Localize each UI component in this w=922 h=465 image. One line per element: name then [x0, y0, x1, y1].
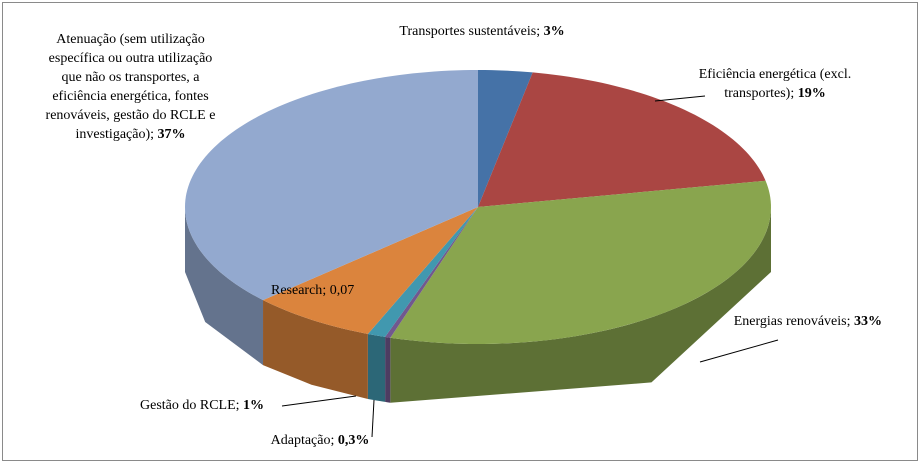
slice — [185, 70, 478, 301]
category-name: Transportes sustentáveis — [399, 24, 537, 39]
category-name: Energias renováveis — [733, 314, 847, 329]
category-name: Adaptação — [270, 433, 331, 448]
category-name: Eficiência energética (excl. transportes… — [698, 67, 852, 101]
value-label: 19% — [797, 86, 826, 101]
slice — [390, 180, 771, 344]
slice — [385, 207, 478, 338]
value-label: 0,3% — [337, 433, 370, 448]
value-label: 0,07 — [329, 283, 355, 298]
slice-label: Gestão do RCLE 1% — [140, 396, 300, 415]
value-label: 37% — [157, 127, 186, 142]
slice-label: Energias renováveis 33% — [730, 312, 882, 331]
category-name: Gestão do RCLE — [140, 398, 236, 413]
slice-label: Adaptação 0,3% — [240, 431, 400, 450]
slice — [478, 70, 533, 207]
value-label: 33% — [854, 314, 882, 329]
slice-label: Atenuação (sem utilização específica ou … — [38, 30, 223, 144]
slice-side — [385, 336, 391, 403]
leader-line — [371, 399, 375, 438]
slice — [478, 72, 766, 207]
leader-line — [654, 95, 706, 102]
value-label: 1% — [243, 398, 265, 413]
slice-label: Eficiência energética (excl. transportes… — [690, 65, 860, 103]
slice-label: Research 0,07 — [271, 281, 391, 300]
leader-line — [281, 395, 357, 407]
slice — [263, 207, 478, 334]
value-label: 3% — [543, 24, 565, 39]
leader-line — [699, 339, 779, 363]
slice-side — [263, 300, 368, 399]
category-name: Research — [271, 283, 323, 298]
slice-side — [367, 333, 386, 402]
slice-side — [390, 207, 771, 403]
slice-label: Transportes sustentáveis 3% — [392, 22, 572, 41]
slice — [367, 207, 478, 337]
category-name: Atenuação (sem utilização específica ou … — [45, 32, 216, 142]
slice-side — [185, 207, 264, 366]
